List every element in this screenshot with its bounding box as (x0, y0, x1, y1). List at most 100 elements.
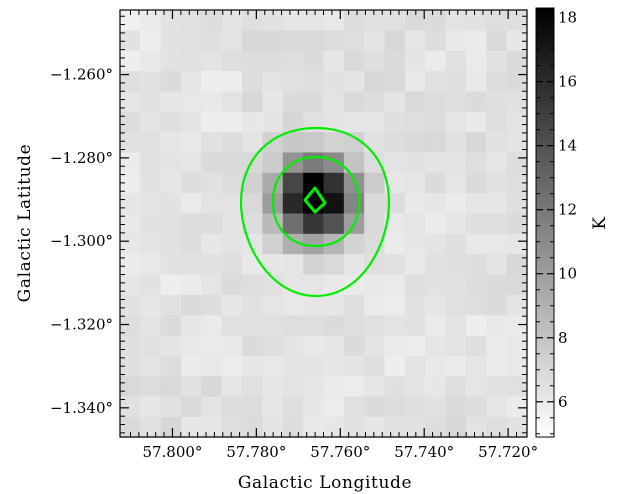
heatmap-pixel (221, 91, 243, 113)
heatmap-pixel (181, 172, 202, 194)
heatmap-pixel (364, 193, 386, 215)
heatmap-pixel (120, 71, 141, 92)
heatmap-pixel (221, 315, 243, 337)
heatmap-pixel (486, 71, 508, 92)
heatmap-pixel (201, 193, 223, 215)
heatmap-pixel (506, 152, 528, 174)
heatmap-pixel (323, 254, 345, 276)
heatmap-pixel (221, 294, 243, 316)
heatmap-pixel (140, 274, 162, 296)
heatmap-pixel (140, 50, 162, 72)
heatmap-pixel (425, 396, 447, 418)
heatmap-pixel (384, 274, 406, 296)
heatmap-pixel (343, 355, 365, 377)
heatmap-pixel (242, 213, 264, 235)
heatmap-pixel (221, 355, 243, 377)
heatmap-pixel (506, 30, 528, 52)
heatmap-pixel (404, 417, 426, 438)
heatmap-pixel (465, 111, 487, 133)
x-tick-label: 57.720° (478, 443, 538, 461)
heatmap-pixel (160, 254, 182, 276)
heatmap-pixel (384, 335, 406, 357)
heatmap-pixel (384, 172, 406, 194)
heatmap-pixel (384, 355, 406, 377)
heatmap-pixel (343, 30, 365, 52)
heatmap-pixel (140, 172, 162, 194)
heatmap-pixel (160, 213, 182, 235)
colorbar-label: K (590, 216, 610, 229)
heatmap-pixel (404, 294, 426, 316)
heatmap-pixel (486, 233, 508, 255)
heatmap-pixel (486, 193, 508, 215)
heatmap-pixel (323, 396, 345, 418)
heatmap-pixel (140, 91, 162, 113)
heatmap-pixel (364, 417, 386, 438)
heatmap-pixel (160, 233, 182, 255)
heatmap-pixel (120, 376, 141, 398)
heatmap-pixel (120, 315, 141, 337)
heatmap-pixel (181, 30, 202, 52)
heatmap-pixel (343, 274, 365, 296)
heatmap-pixel (404, 91, 426, 113)
heatmap-pixel (181, 254, 202, 276)
heatmap-pixel (242, 294, 264, 316)
heatmap-pixel (364, 254, 386, 276)
heatmap-pixel (323, 91, 345, 113)
heatmap-pixel (404, 172, 426, 194)
heatmap-pixel (140, 254, 162, 276)
heatmap-pixel (343, 71, 365, 92)
heatmap-pixel (160, 132, 182, 154)
heatmap-pixel (303, 50, 325, 72)
heatmap-pixel (262, 294, 284, 316)
heatmap-pixel (140, 193, 162, 215)
heatmap-pixel (282, 254, 304, 276)
heatmap-pixel (364, 50, 386, 72)
heatmap-pixel (221, 335, 243, 357)
heatmap-pixel (486, 152, 508, 174)
heatmap-pixel (140, 315, 162, 337)
heatmap-pixel (445, 233, 467, 255)
heatmap-pixel (323, 132, 345, 154)
colorbar-tick-label: 6 (558, 393, 568, 411)
heatmap-pixel (445, 30, 467, 52)
heatmap-pixel (465, 30, 487, 52)
heatmap-pixel (364, 213, 386, 235)
heatmap-pixel (140, 10, 162, 31)
heatmap-pixel (282, 335, 304, 357)
heatmap-pixel (425, 294, 447, 316)
heatmap-pixel (506, 315, 528, 337)
heatmap-pixel (262, 396, 284, 418)
heatmap-pixel (221, 213, 243, 235)
heatmap-pixel (120, 417, 141, 438)
heatmap-pixel (343, 172, 365, 194)
heatmap-pixel (201, 213, 223, 235)
heatmap-pixel (181, 274, 202, 296)
heatmap-pixel (506, 213, 528, 235)
heatmap-pixel (506, 91, 528, 113)
heatmap-pixel (221, 376, 243, 398)
contour-middle (271, 155, 361, 248)
heatmap-pixel (140, 294, 162, 316)
colorbar-tick-label: 18 (558, 9, 577, 27)
heatmap-pixel (242, 152, 264, 174)
heatmap-pixel (364, 132, 386, 154)
heatmap-pixel (282, 132, 304, 154)
heatmap-pixel (486, 355, 508, 377)
heatmap-pixel (221, 111, 243, 133)
heatmap-pixel (262, 335, 284, 357)
heatmap-pixel (303, 396, 325, 418)
heatmap-pixel (404, 213, 426, 235)
contour-inner (303, 186, 327, 214)
heatmap-pixel (445, 396, 467, 418)
heatmap-pixel (262, 71, 284, 92)
heatmap-pixel (282, 417, 304, 438)
heatmap-pixel (303, 71, 325, 92)
heatmap-pixel (221, 10, 243, 31)
heatmap-pixel (404, 132, 426, 154)
heatmap-pixel (506, 355, 528, 377)
heatmap-pixel (323, 172, 345, 194)
heatmap-pixel (242, 50, 264, 72)
colorbar-tick-label: 14 (558, 137, 577, 155)
heatmap-pixel (181, 132, 202, 154)
